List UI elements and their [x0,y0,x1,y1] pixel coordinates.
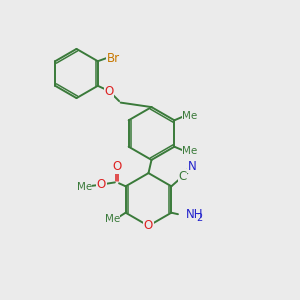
Text: Me: Me [182,146,198,156]
Text: O: O [144,219,153,232]
Text: Me: Me [76,182,92,192]
Text: O: O [97,178,106,191]
Text: N: N [188,160,197,173]
Text: Br: Br [107,52,120,65]
Text: C: C [178,169,187,183]
Text: O: O [105,85,114,98]
Text: Me: Me [104,214,120,224]
Text: Me: Me [182,111,198,121]
Text: NH: NH [186,208,203,221]
Text: O: O [112,160,122,173]
Text: 2: 2 [196,213,202,224]
